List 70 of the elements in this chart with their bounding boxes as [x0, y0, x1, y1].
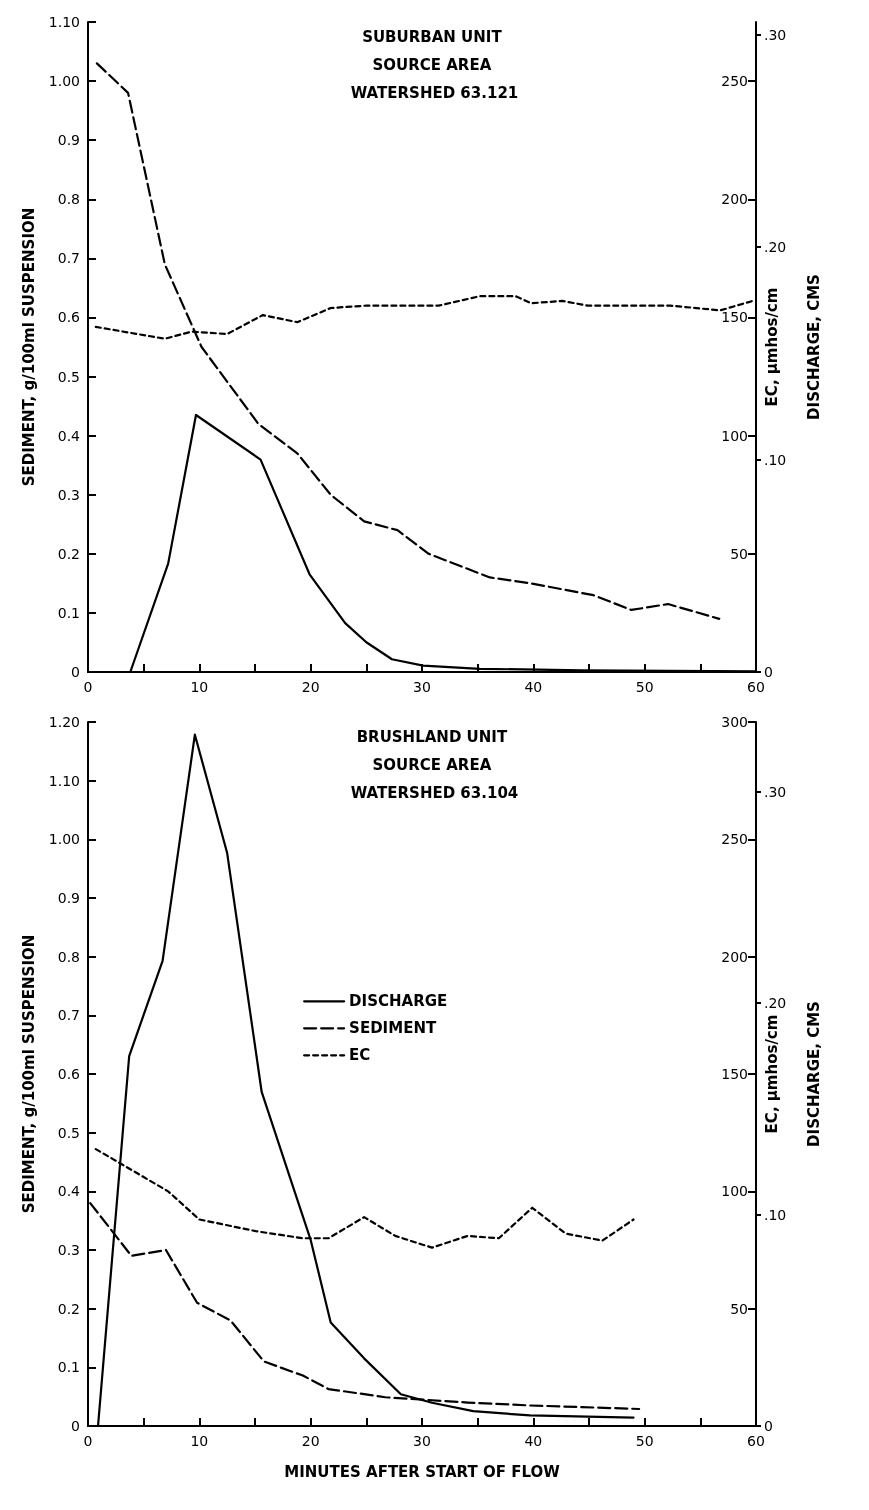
legend-label: EC — [349, 1046, 371, 1065]
y-tick-label: 0.3 — [57, 486, 80, 503]
y2-tick-label: 100 — [721, 427, 748, 444]
y-tick-label: 0.6 — [57, 1066, 81, 1082]
y-tick-label: 0 — [71, 664, 80, 680]
y2-tick-label: 50 — [730, 545, 748, 562]
y-tick-label: 1.00 — [48, 73, 80, 90]
y3-tick-label: .20 — [764, 995, 787, 1012]
y-tick-label: 0.8 — [57, 191, 80, 208]
legend-label: SEDIMENT — [349, 1019, 437, 1038]
y3-tick-label: .10 — [764, 451, 787, 468]
text: SUBURBAN UNIT SOURCE AREA WATERSHED 63.121 — [350, 28, 519, 102]
y-tick-label: 0.7 — [57, 1007, 80, 1024]
y2-tick-label: 50 — [730, 1300, 748, 1317]
y-axis-title: SEDIMENT, g/100ml SUSPENSION — [19, 934, 38, 1214]
y2-tick-label: 150 — [721, 309, 748, 326]
x-tick-label: 0 — [83, 1433, 93, 1449]
y2-axis-title: EC, µmhos/cm — [763, 287, 782, 407]
x-tick-label: 60 — [747, 1433, 765, 1449]
y-tick-label: 0 — [71, 1418, 80, 1434]
text: BRUSHLAND UNIT SOURCE AREA WATERSHED 63.104 — [350, 728, 519, 802]
y-tick-label: 1.00 — [48, 831, 80, 848]
x-axis-title: MINUTES AFTER START OF FLOW — [284, 1462, 561, 1481]
y-tick-label: 0.5 — [57, 1124, 80, 1141]
x-tick-label: 20 — [301, 679, 320, 695]
x-tick-label: 0 — [83, 679, 93, 695]
y3-tick-label: .30 — [764, 783, 787, 800]
y-tick-label: 1.10 — [48, 14, 80, 30]
y-tick-label: 0.3 — [57, 1242, 80, 1258]
y3-tick-label: 0 — [764, 664, 773, 680]
y3-tick-label: 0 — [764, 1418, 773, 1434]
y2-axis-title: EC, µmhos/cm — [763, 1014, 782, 1134]
y2-tick-label: 300 — [721, 714, 748, 730]
y3-tick-label: .30 — [764, 26, 787, 43]
x-tick-label: 10 — [190, 1433, 209, 1449]
x-tick-label: 30 — [413, 1433, 431, 1449]
x-tick-label: 40 — [524, 679, 543, 695]
y3-axis-title: DISCHARGE, CMS — [804, 1001, 823, 1147]
x-tick-label: 20 — [301, 1433, 320, 1449]
x-tick-label: 40 — [524, 1433, 543, 1449]
y-tick-label: 0.4 — [57, 1183, 81, 1200]
y-tick-label: 0.5 — [57, 368, 80, 385]
y-tick-label: 0.4 — [57, 427, 81, 444]
y3-axis-title: DISCHARGE, CMS — [804, 274, 823, 420]
y2-tick-label: 250 — [721, 831, 748, 848]
x-tick-label: 10 — [190, 679, 209, 695]
y2-tick-label: 250 — [721, 73, 748, 90]
y-tick-label: 0.1 — [57, 604, 80, 621]
y-tick-label: 0.7 — [57, 250, 80, 267]
y-tick-label: 1.10 — [48, 772, 80, 789]
y-tick-label: 0.8 — [57, 948, 80, 965]
x-tick-label: 60 — [747, 679, 765, 695]
y-tick-label: 0.1 — [57, 1359, 80, 1376]
y-tick-label: 0.6 — [57, 309, 81, 326]
y3-tick-label: .20 — [764, 239, 787, 256]
y-tick-label: 0.2 — [57, 1300, 80, 1317]
y2-tick-label: 150 — [721, 1066, 748, 1082]
y-tick-label: 0.2 — [57, 545, 80, 562]
y2-tick-label: 200 — [721, 191, 748, 208]
y2-tick-label: 100 — [721, 1183, 748, 1200]
y2-tick-label: 200 — [721, 948, 748, 965]
y-axis-title: SEDIMENT, g/100ml SUSPENSION — [19, 207, 38, 487]
y-tick-label: 0.9 — [57, 890, 80, 906]
x-tick-label: 50 — [635, 1433, 654, 1449]
x-tick-label: 50 — [635, 679, 654, 695]
legend-label: DISCHARGE — [349, 992, 448, 1011]
y-tick-label: 1.20 — [48, 714, 80, 730]
y3-tick-label: .10 — [764, 1206, 787, 1223]
y-tick-label: 0.9 — [57, 132, 80, 149]
x-tick-label: 30 — [413, 679, 431, 695]
